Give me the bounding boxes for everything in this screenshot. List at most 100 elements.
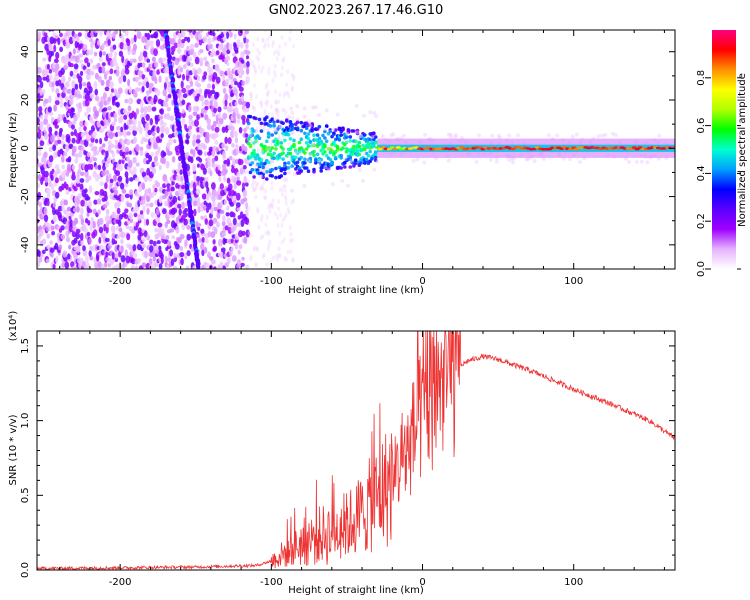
spectrogram-noise-cell	[160, 133, 164, 138]
spectrogram-noise-cell	[139, 213, 145, 220]
spectrogram-noise-cell	[111, 152, 115, 158]
snr-ylabel: SNR (10 * v/v)	[8, 414, 19, 485]
spectrogram-signal-cell	[328, 157, 333, 162]
colorbar: 0.0 0.2 0.4 0.6 0.8 Normalized spectral ampl…	[696, 30, 748, 277]
spectrogram-noise-cell	[219, 209, 225, 215]
spectrogram-noise-cell	[115, 170, 121, 177]
spectrogram-noise-cell	[181, 214, 186, 221]
spectrogram-noise-cell	[52, 61, 56, 69]
spectrogram-noise-cell	[79, 207, 84, 215]
spectrogram-noise-cell	[158, 226, 162, 232]
spectrogram-noise-cell	[37, 66, 42, 74]
spectrogram-noise-cell	[102, 51, 107, 56]
spectrogram-noise-cell	[148, 155, 153, 162]
spectrogram-noise-cell	[251, 187, 255, 193]
spectrogram-streak-cell	[196, 265, 201, 269]
spectrogram-noise-cell	[192, 163, 197, 172]
spectrogram-noise-cell	[203, 246, 208, 254]
spectrogram-noise-cell	[284, 90, 288, 96]
spectrogram-noise-cell	[144, 250, 148, 259]
spectrogram-noise-cell	[236, 176, 240, 181]
spectrogram-noise-cell	[166, 187, 171, 192]
spectrogram-noise-cell	[255, 184, 259, 190]
spectrogram-noise-cell	[186, 224, 191, 230]
spectrogram-noise-cell	[101, 263, 105, 269]
spectrogram-halo-cell	[251, 105, 256, 110]
spectrogram-noise-cell	[244, 133, 249, 138]
spectrogram-noise-cell	[49, 135, 55, 143]
spectrogram-noise-cell	[160, 232, 166, 240]
spectrogram-halo-cell	[298, 151, 303, 155]
spectrogram-noise-cell	[103, 124, 107, 129]
spectrogram-noise-cell	[267, 231, 271, 237]
spectrogram-halo-cell	[613, 133, 618, 137]
spectrogram-noise-cell	[93, 157, 98, 162]
spectrogram-noise-cell	[221, 231, 227, 237]
spectrogram-noise-cell	[41, 238, 47, 245]
spectrogram-noise-cell	[180, 257, 184, 266]
spectrogram-noise-cell	[278, 187, 282, 193]
spectrogram-noise-cell	[170, 258, 175, 267]
spectrogram-signal-cell	[323, 129, 327, 134]
spectrogram-noise-cell	[132, 58, 137, 63]
spectrogram-noise-cell	[133, 34, 137, 43]
spectrogram-noise-cell	[137, 199, 141, 208]
spectrogram-noise-cell	[149, 43, 154, 49]
spectrogram-noise-cell	[133, 43, 137, 51]
spectrogram-noise-cell	[86, 151, 91, 158]
spectrogram-noise-cell	[256, 36, 260, 42]
spectrogram-noise-cell	[202, 167, 207, 175]
spectrogram-noise-cell	[270, 201, 274, 207]
spectrogram-noise-cell	[255, 54, 259, 60]
spectrogram-noise-cell	[209, 256, 214, 261]
spectrogram-noise-cell	[155, 181, 161, 188]
spectrogram-noise-cell	[61, 75, 66, 84]
spectrogram-noise-cell	[271, 78, 275, 84]
spectrogram-signal-cell	[344, 140, 349, 145]
spectrogram-signal-cell	[286, 161, 291, 165]
spectrogram-noise-cell	[158, 115, 164, 120]
spectrogram-noise-cell	[239, 74, 243, 79]
spectrogram-noise-cell	[190, 22, 194, 30]
spectrogram-noise-cell	[192, 133, 196, 141]
spectrogram-noise-cell	[266, 91, 270, 97]
spectrogram-signal-cell	[248, 114, 253, 119]
spectrogram-noise-cell	[67, 156, 72, 163]
spectrogram-noise-cell	[267, 70, 271, 76]
spectrogram-noise-cell	[249, 254, 253, 260]
spectrogram-noise-cell	[250, 60, 254, 66]
spectrogram-noise-cell	[215, 50, 220, 56]
spectrogram-noise-cell	[192, 149, 196, 158]
spectrogram-halo-cell	[355, 130, 360, 135]
spectrogram-noise-cell	[38, 106, 43, 113]
spectrogram-noise-cell	[265, 92, 269, 98]
spectrogram-noise-cell	[238, 244, 243, 250]
spectrogram-halo-cell	[290, 110, 295, 115]
spectrogram-halo-cell	[327, 145, 332, 150]
spectrogram-noise-cell	[236, 39, 241, 44]
spectrogram-signal-cell	[332, 131, 336, 135]
spectrogram-noise-cell	[207, 230, 211, 238]
spectrogram-noise-cell	[286, 249, 290, 255]
spectrogram-noise-cell	[137, 257, 141, 264]
spectrogram-noise-cell	[230, 79, 234, 88]
spectrogram-noise-cell	[57, 139, 62, 144]
spectrogram-noise-cell	[275, 56, 279, 62]
spectrogram-noise-cell	[37, 31, 42, 39]
spectrogram-noise-cell	[84, 201, 88, 208]
spectrogram-noise-cell	[279, 212, 283, 218]
spectrogram-noise-cell	[236, 171, 241, 178]
spectrogram-noise-cell	[180, 80, 184, 89]
spectrogram-noise-cell	[250, 139, 253, 145]
spectrogram-noise-cell	[130, 257, 136, 265]
spectrogram-noise-cell	[158, 263, 163, 269]
spectrogram-noise-cell	[43, 207, 48, 215]
snr-multiplier: (x10⁴)	[8, 311, 19, 342]
snr-ytick-label: 0.0	[20, 562, 31, 578]
spectrogram-noise-cell	[290, 87, 294, 93]
spectrogram-noise-cell	[59, 32, 63, 38]
spectrogram-noise-cell	[236, 42, 241, 49]
spectrogram-noise-cell	[135, 76, 139, 83]
spectrogram-signal-cell	[319, 169, 324, 173]
